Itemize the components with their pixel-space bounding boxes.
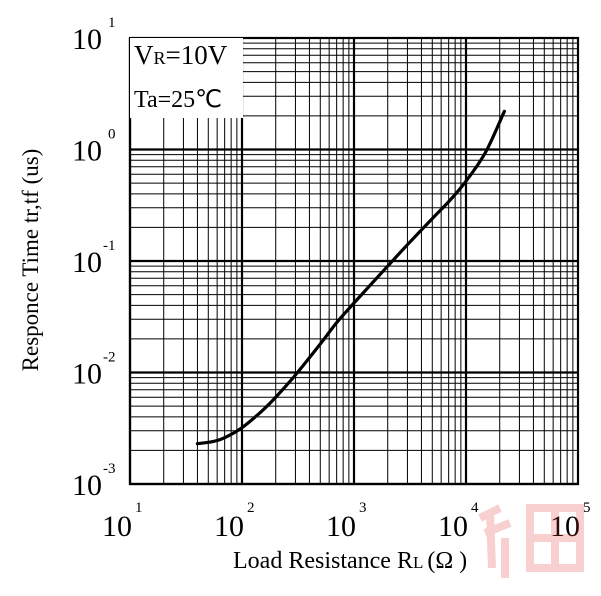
y-tick-label: 10-1	[72, 238, 116, 279]
y-tick-labels: 10 1 10 0 10-1 10-2 10-3	[72, 15, 116, 502]
x-tick-label: 101	[102, 500, 143, 543]
x-tick-labels: 101 102 103 104 105	[102, 500, 591, 543]
conditions-box: VR=10V Ta=25℃	[130, 38, 243, 118]
y-tick-label: 10 1	[72, 15, 116, 56]
x-tick-label: 104	[438, 500, 479, 543]
watermark-stamp	[478, 504, 584, 578]
y-axis-label: Responce Time tr,tf (us)	[18, 149, 43, 372]
x-tick-label: 105	[550, 500, 591, 543]
response-time-curve	[195, 109, 506, 446]
condition-ta: Ta=25℃	[134, 87, 222, 113]
x-tick-label: 103	[326, 500, 367, 543]
series-layer	[195, 109, 506, 446]
x-axis-label: Load Resistance RL (Ω )	[233, 548, 467, 574]
x-tick-label: 102	[214, 500, 255, 543]
plot-frame	[128, 36, 580, 486]
conditions-box-bg	[130, 38, 243, 118]
y-tick-label: 10-2	[72, 350, 116, 391]
y-tick-label: 10-3	[72, 461, 116, 502]
plot-border	[128, 36, 580, 486]
y-tick-label: 10 0	[72, 127, 116, 168]
condition-vr: VR=10V	[134, 40, 228, 70]
